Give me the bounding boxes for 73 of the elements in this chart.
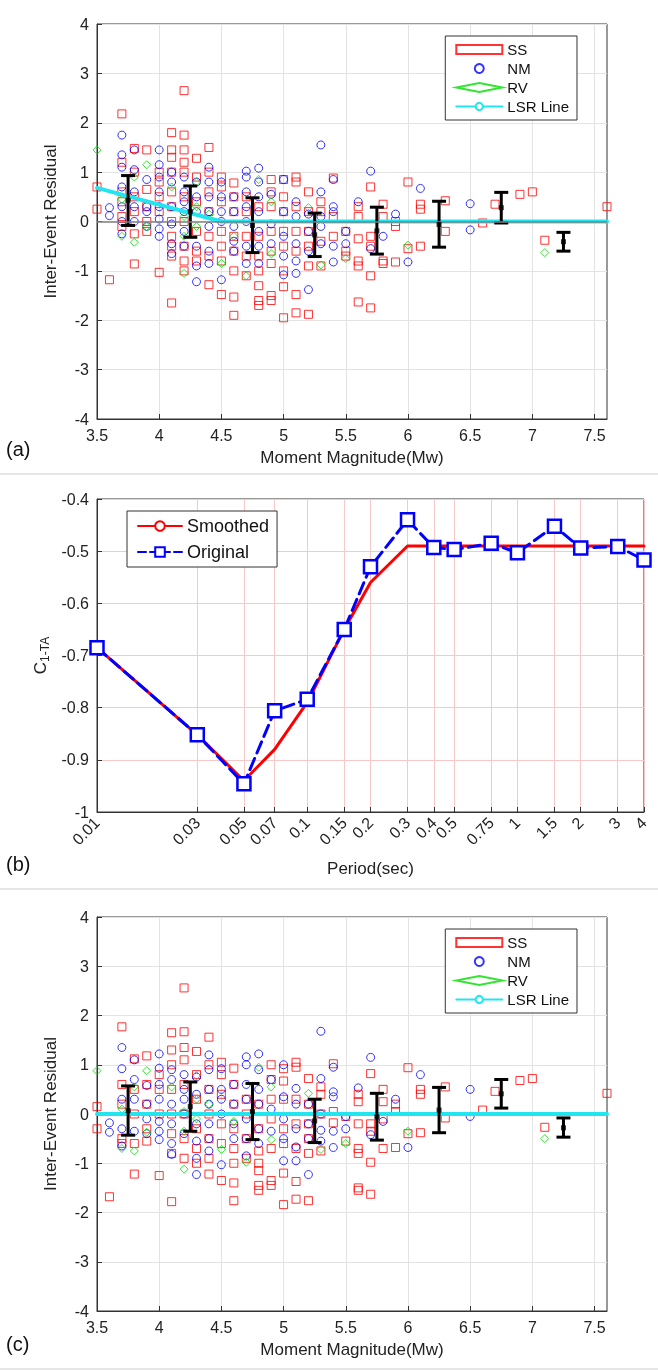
x-tick-label: 5 [279,426,289,444]
x-tick-label: 5.5 [334,426,357,444]
y-tick-label: -2 [74,1204,90,1221]
y-tick-label: 1 [80,163,90,181]
y-tick-label: 4 [80,908,90,926]
legend-label: SS [507,41,528,58]
x-tick-label: 5 [279,1318,289,1336]
x-tick-label: 5.5 [334,1318,357,1336]
y-axis-title: Inter-Event Residual [41,144,60,299]
x-tick-label: 0.1 [285,813,314,842]
x-tick-label: 0.2 [348,813,377,842]
y-tick-label: -4 [74,410,90,428]
y-axis-title: Inter-Event Residual [41,1036,60,1192]
legend-label: Smoothed [187,516,270,536]
x-axis-title: Moment Magnitude(Mw) [260,1340,444,1359]
y-tick-label: -2 [74,311,90,329]
legend-label: NM [507,953,531,970]
y-tick-label: 2 [80,114,90,132]
x-tick-label: 6 [403,426,413,444]
x-tick-label: 3.5 [85,426,109,444]
x-tick-label: 2 [568,813,587,833]
x-tick-label: 0.75 [463,813,498,849]
y-tick-label: -3 [74,1253,90,1271]
y-tick-label: -0.7 [61,647,90,664]
x-tick-label: 1 [505,813,524,833]
y-tick-label: 1 [80,1056,90,1074]
y-tick-label: -3 [74,361,90,379]
y-axis-title: C1-TA [31,636,52,675]
text: (c) [6,1333,30,1355]
text: (b) [6,853,31,875]
x-tick-label: 4 [631,813,651,833]
legend-label: LSR Line [507,98,570,115]
legend-label: RV [507,972,528,989]
y-tick-label: -0.9 [61,751,90,769]
x-tick-label: 4.5 [210,1318,233,1336]
legend-label: RV [507,79,528,96]
y-tick-label: -0.8 [61,699,90,717]
x-tick-label: 4 [154,426,164,444]
y-tick-label: 2 [80,1007,90,1024]
y-tick-label: -0.5 [61,542,90,560]
legend-label: NM [507,60,531,77]
y-tick-label: 3 [80,957,90,975]
x-tick-label: 0.15 [316,813,351,849]
x-tick-label: 6 [403,1318,413,1336]
text: (a) [6,438,31,460]
y-tick-label: 4 [80,15,90,33]
legend-label: Original [187,542,250,562]
x-tick-label: 7 [527,426,537,444]
x-tick-label: 4 [154,1318,164,1336]
y-tick-label: -4 [74,1302,90,1320]
x-tick-label: 6.5 [459,1318,482,1336]
x-tick-label: 1.5 [532,813,561,842]
x-tick-label: 4.5 [210,426,233,444]
y-tick-label: -1 [74,1154,90,1172]
x-tick-label: 3 [605,813,624,833]
legend-label: LSR Line [507,991,570,1008]
y-tick-label: 0 [80,1105,90,1123]
legend-label: SS [507,934,528,951]
y-tick-label: -1 [74,803,90,821]
x-tick-label: 7.5 [583,426,606,444]
y-tick-label: 0 [80,213,90,230]
y-tick-label: -0.6 [61,594,90,612]
x-axis-title: Moment Magnitude(Mw) [260,448,444,467]
y-tick-label: 3 [80,64,90,82]
x-tick-label: 0.3 [385,813,414,842]
x-axis-title: Period(sec) [327,859,414,878]
x-tick-label: 0.03 [169,813,204,849]
x-tick-label: 3.5 [85,1318,109,1336]
y-tick-label: -0.4 [61,490,90,508]
x-tick-label: 6.5 [459,426,482,444]
x-tick-label: 7.5 [583,1318,606,1336]
x-tick-label: 7 [527,1318,537,1336]
y-tick-label: -1 [74,262,90,280]
